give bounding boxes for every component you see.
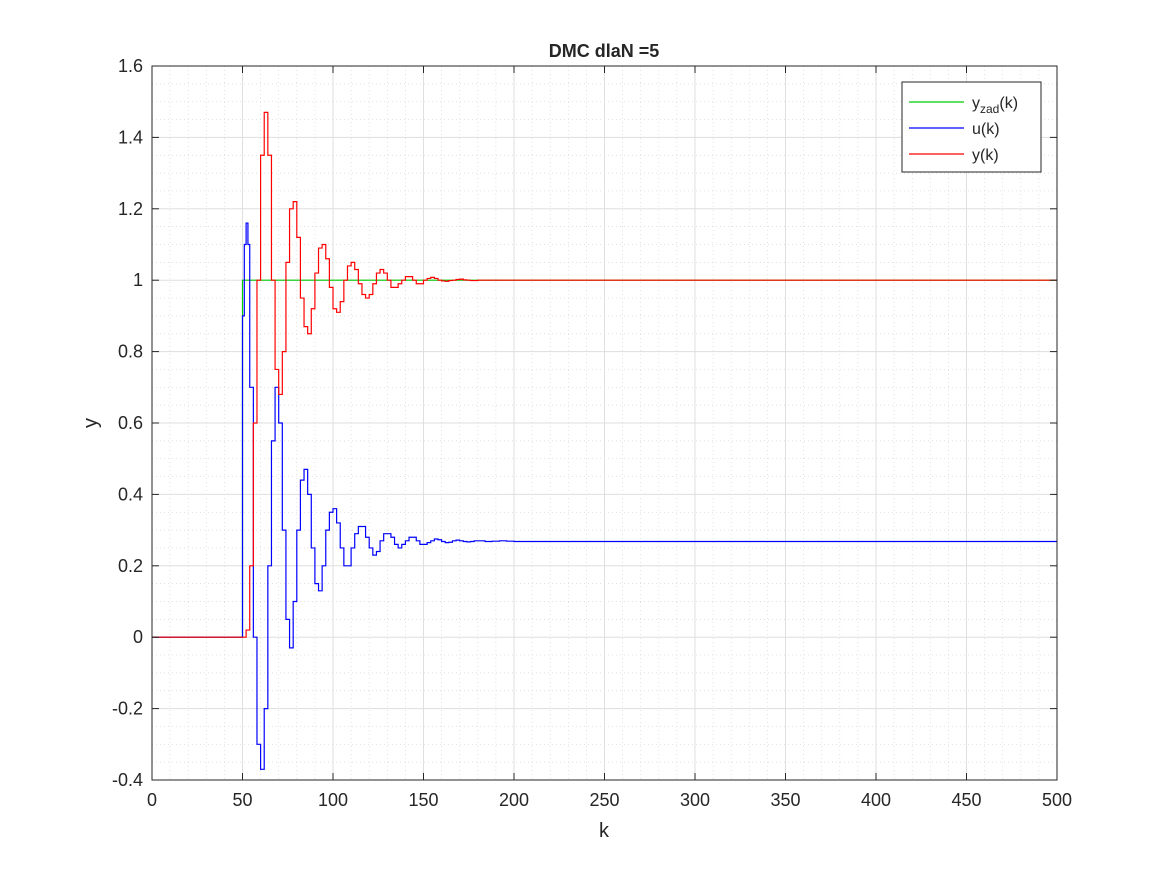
x-tick-label: 150 xyxy=(408,790,438,810)
series-line-2 xyxy=(152,222,1057,770)
legend: yzad(k) u(k) y(k) xyxy=(901,81,1042,173)
x-tick-label: 100 xyxy=(318,790,348,810)
x-tick-label: 200 xyxy=(499,790,529,810)
series-layer xyxy=(152,111,1057,770)
legend-label-1: yzad(k) xyxy=(972,95,1018,116)
y-tick-label: -0.4 xyxy=(112,770,143,790)
y-tick-label: 0.4 xyxy=(118,484,143,504)
y-tick-label: 0.8 xyxy=(118,342,143,362)
y-tick-labels: -0.4 -0.2 0 0.2 0.4 0.6 0.8 1 1.2 1.4 1.6 xyxy=(112,56,143,790)
x-tick-label: 0 xyxy=(147,790,157,810)
y-tick-label: 0.2 xyxy=(118,556,143,576)
chart-title: DMC dlaN =5 xyxy=(549,41,660,61)
y-tick-label: 0 xyxy=(133,627,143,647)
x-tick-labels: 0 50 100 150 200 250 300 350 400 450 500 xyxy=(147,790,1072,810)
legend-label-2: u(k) xyxy=(972,121,1000,138)
y-tick-label: -0.2 xyxy=(112,699,143,719)
series-line-3 xyxy=(152,111,1057,638)
x-tick-label: 400 xyxy=(861,790,891,810)
y-tick-label: 1 xyxy=(133,270,143,290)
x-tick-label: 450 xyxy=(951,790,981,810)
x-tick-label: 350 xyxy=(770,790,800,810)
y-tick-label: 1.6 xyxy=(118,56,143,76)
ticks xyxy=(151,65,1058,781)
x-tick-label: 50 xyxy=(232,790,252,810)
x-tick-label: 500 xyxy=(1042,790,1072,810)
y-axis-label: y xyxy=(80,418,102,428)
legend-box xyxy=(901,81,1042,173)
y-tick-label: 1.2 xyxy=(118,199,143,219)
y-tick-label: 0.6 xyxy=(118,413,143,433)
x-axis-label: k xyxy=(599,820,610,842)
legend-label-3: y(k) xyxy=(972,147,999,164)
x-tick-label: 300 xyxy=(680,790,710,810)
x-tick-label: 250 xyxy=(589,790,619,810)
y-tick-label: 1.4 xyxy=(118,127,143,147)
